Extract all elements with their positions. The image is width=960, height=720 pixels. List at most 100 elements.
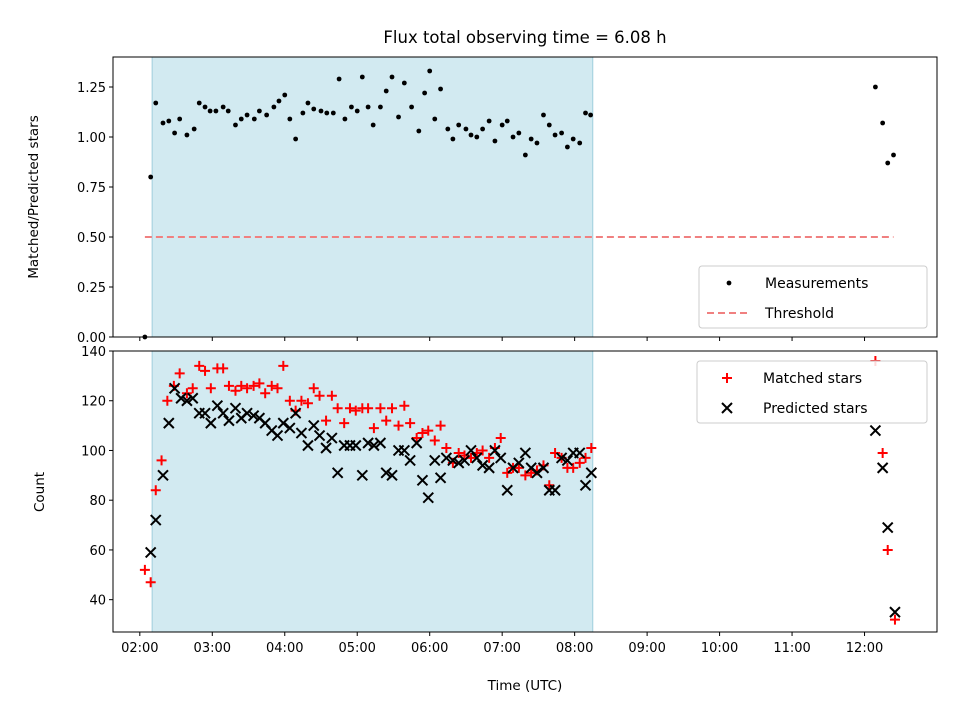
measurement-point <box>468 132 474 138</box>
legend-label: Measurements <box>765 276 868 292</box>
matched-point <box>181 388 192 399</box>
observing-interval-band <box>151 350 594 633</box>
measurement-point <box>191 126 197 132</box>
measurement-point <box>891 152 896 158</box>
measurement-point <box>336 76 342 82</box>
matched-point <box>200 365 211 376</box>
matched-point <box>580 452 591 463</box>
predicted-point <box>308 419 320 432</box>
measurement-point <box>305 100 311 106</box>
measurement-point <box>370 122 376 128</box>
matched-point <box>368 423 379 434</box>
measurement-point <box>416 128 422 134</box>
measurement-point <box>153 100 159 106</box>
matched-point <box>484 452 495 463</box>
measurement-point <box>330 110 336 116</box>
predicted-point <box>229 402 242 414</box>
measurement-point <box>564 144 570 150</box>
legend-label: Matched stars <box>763 371 862 387</box>
measurement-point <box>504 118 510 124</box>
measurement-point <box>401 80 407 86</box>
measurement-point <box>166 118 172 124</box>
matched-point <box>417 428 428 439</box>
matched-point <box>296 395 307 406</box>
predicted-point <box>876 462 889 474</box>
predicted-point <box>362 437 374 449</box>
predicted-point <box>513 457 525 469</box>
matched-point <box>435 420 446 431</box>
predicted-point <box>187 392 199 404</box>
predicted-point <box>889 606 901 618</box>
matched-point <box>314 390 325 401</box>
x-tick-label: 08:00 <box>556 641 593 656</box>
legend-marker-plus <box>722 373 732 383</box>
measurement-point <box>202 104 208 110</box>
measurement-point <box>880 120 886 126</box>
matched-point <box>260 388 271 399</box>
bottom-y-axis-label: Count <box>32 472 48 512</box>
matched-point <box>453 447 464 458</box>
predicted-point <box>398 444 411 457</box>
matched-point <box>326 390 337 401</box>
measurement-point <box>570 136 576 142</box>
matched-point <box>520 470 531 481</box>
matched-point <box>150 485 161 496</box>
measurement-point <box>516 130 522 136</box>
predicted-point <box>356 469 369 482</box>
matched-point <box>266 380 277 391</box>
predicted-point <box>247 409 260 422</box>
x-tick-label: 11:00 <box>773 641 810 656</box>
predicted-point <box>163 417 175 429</box>
measurement-point <box>184 132 190 138</box>
matched-point <box>882 544 893 555</box>
measurement-point <box>389 74 395 80</box>
matched-point <box>242 383 253 394</box>
matched-point <box>162 395 173 406</box>
measurement-point <box>172 130 178 136</box>
measurement-point <box>177 116 183 122</box>
x-tick-label: 02:00 <box>121 641 158 656</box>
predicted-point <box>579 479 592 491</box>
legend: Matched stars Predicted stars <box>696 360 928 424</box>
measurement-point <box>409 104 414 110</box>
x-tick-label: 09:00 <box>628 641 665 656</box>
y-tick-label: 100 <box>81 444 106 459</box>
predicted-point <box>574 447 586 459</box>
matched-point <box>544 480 555 491</box>
measurement-point <box>463 126 469 132</box>
matched-point <box>387 403 398 414</box>
predicted-point <box>489 444 501 457</box>
measurement-point <box>276 98 282 104</box>
matched-point <box>574 457 585 468</box>
predicted-point <box>380 467 392 479</box>
measurement-point <box>872 84 878 90</box>
predicted-point <box>277 417 290 429</box>
measurement-point <box>432 116 438 122</box>
matched-point <box>344 403 355 414</box>
predicted-point <box>410 437 423 449</box>
matched-point <box>145 577 156 588</box>
predicted-point <box>476 459 489 472</box>
predicted-point <box>404 454 416 467</box>
matched-point <box>513 462 524 473</box>
measurement-point <box>282 92 288 98</box>
measurement-point <box>225 108 231 114</box>
measurement-point <box>148 174 154 180</box>
predicted-point <box>440 452 453 464</box>
predicted-point <box>555 452 568 464</box>
matched-point <box>502 467 513 478</box>
predicted-point <box>519 447 532 459</box>
bottom-panel: 40 60 80 100 120 140 02:00 03:00 04:00 05:00 06:00… <box>81 345 938 656</box>
predicted-point <box>471 452 483 464</box>
measurement-point <box>311 106 317 112</box>
x-axis-label: Time (UTC) <box>487 678 563 694</box>
measurement-point <box>287 116 293 122</box>
matched-point <box>254 378 265 389</box>
measurement-point <box>233 122 238 128</box>
measurement-point <box>213 108 219 114</box>
predicted-point <box>501 484 513 496</box>
matched-point <box>350 405 361 416</box>
y-tick-label: 0.25 <box>77 281 106 296</box>
measurement-point <box>264 112 270 118</box>
axes-frame <box>112 56 938 338</box>
